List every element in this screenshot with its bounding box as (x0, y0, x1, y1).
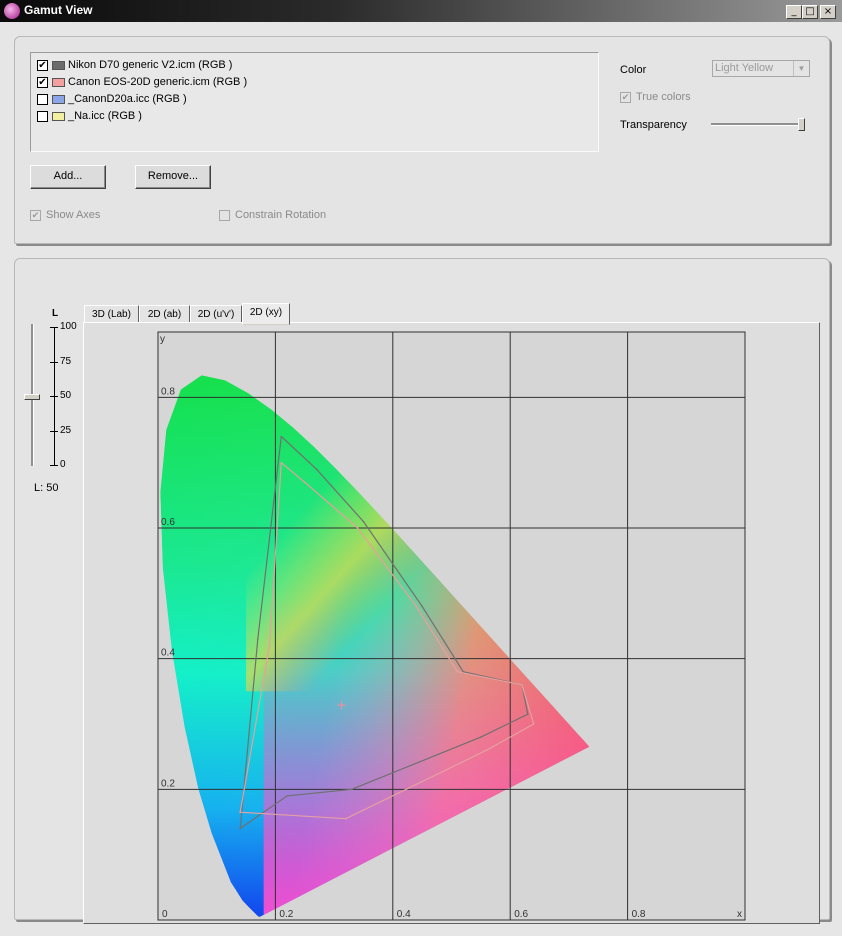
y-tick-label: 0.6 (161, 517, 175, 528)
gamut-vertex-point (456, 670, 459, 673)
profile-checkbox[interactable] (37, 110, 48, 122)
color-select-value: Light Yellow (715, 62, 774, 74)
profile-list[interactable]: ✔ Nikon D70 generic V2.icm (RGB ) ✔ Canon E… (30, 52, 599, 152)
constrain-rotation-label: Constrain Rotation (235, 209, 327, 221)
lightness-tick-label: 0 (60, 459, 66, 470)
gamut-vertex-point (315, 468, 318, 470)
gamut-vertex-point (480, 736, 482, 738)
y-tick-label: 0.4 (161, 648, 175, 659)
transparency-slider-thumb[interactable] (798, 118, 805, 131)
window-client: ✔ Nikon D70 generic V2.icm (RGB ) ✔ Canon E… (0, 22, 842, 936)
lightness-tick-label: 25 (60, 424, 72, 436)
transparency-label: Transparency (620, 119, 687, 131)
constrain-rotation-checkbox[interactable]: Constrain Rotation (219, 209, 326, 221)
plot-frame: 0 0.2 0.4 0.6 0.8 0.2 0.4 0.6 0.8 x y (83, 322, 820, 924)
gamut-vertex-point (268, 644, 271, 647)
profile-label: _Na.icc (RGB ) (68, 110, 142, 122)
y-tick-label: 0.8 (161, 386, 175, 397)
profile-color-swatch (52, 94, 65, 104)
lightness-tick (50, 327, 58, 328)
profile-color-swatch (52, 60, 65, 70)
profile-color-swatch (52, 77, 65, 87)
window-title: Gamut View (24, 3, 93, 17)
maximize-button[interactable]: □ (802, 5, 818, 19)
gamut-fill (160, 375, 590, 917)
title-bar: Gamut View _ □ × (0, 0, 842, 22)
true-colors-check-icon: ✔ (620, 91, 631, 103)
gamut-vertex-point (485, 749, 488, 751)
gamut-vertex-point (532, 723, 535, 725)
profile-list-item[interactable]: ✔ Nikon D70 generic V2.icm (RGB ) (37, 57, 232, 73)
minimize-button[interactable]: _ (786, 5, 802, 19)
profile-list-item[interactable]: ✔ Canon EOS-20D generic.icm (RGB ) (37, 74, 247, 90)
lightness-tick-label: 100 (60, 321, 77, 332)
chevron-down-icon: ▼ (793, 61, 809, 76)
gamut-vertex-point (280, 461, 283, 464)
y-tick-label: 0.2 (161, 778, 175, 789)
true-colors-checkbox[interactable]: ✔ True colors (620, 91, 691, 103)
lightness-tick (50, 361, 58, 363)
x-tick-label: 0.4 (397, 909, 411, 920)
gamut-vertex-point (303, 481, 306, 484)
profile-color-swatch (52, 111, 65, 121)
gamut-vertex-point (527, 713, 529, 715)
gamut-vertex-point (362, 520, 365, 523)
true-colors-label: True colors (636, 91, 691, 103)
lightness-tick (50, 396, 58, 397)
constrain-rotation-box-icon (219, 209, 230, 221)
xy-chromaticity-chart[interactable]: 0 0.2 0.4 0.6 0.8 0.2 0.4 0.6 0.8 x y (84, 323, 819, 923)
show-axes-label: Show Axes (46, 209, 101, 221)
x-tick-label: 0.8 (632, 909, 646, 920)
lightness-axis-label: L (52, 308, 59, 319)
lightness-tick (50, 430, 58, 432)
gamut-vertex-point (421, 605, 423, 608)
profile-checkbox[interactable]: ✔ (37, 76, 48, 88)
profile-label: Canon EOS-20D generic.icm (RGB ) (68, 76, 248, 88)
gamut-vertex-point (462, 670, 465, 673)
lightness-value: L: 50 (34, 482, 59, 494)
show-axes-check-icon: ✔ (30, 209, 41, 221)
x-tick-label: 0 (162, 909, 168, 920)
profile-checkbox[interactable]: ✔ (37, 59, 48, 71)
x-tick-label: 0.6 (514, 909, 528, 920)
profile-list-item[interactable]: _CanonD20a.icc (RGB ) (37, 91, 187, 107)
remove-button[interactable]: Remove... (135, 165, 211, 189)
transparency-slider-track[interactable] (711, 123, 805, 126)
color-select[interactable]: Light Yellow ▼ (712, 60, 810, 77)
gamut-vertex-point (239, 811, 241, 813)
gamut-vertex-point (280, 435, 283, 438)
gamut-vertex-point (521, 684, 523, 686)
gamut-vertex-point (350, 788, 353, 791)
tab-2d-xy[interactable]: 2D (xy) (242, 303, 290, 325)
lightness-tick-label: 50 (60, 390, 72, 401)
profile-list-item[interactable]: _Na.icc (RGB ) (37, 108, 142, 124)
close-button[interactable]: × (820, 5, 836, 19)
y-axis-label: y (160, 334, 165, 345)
app-icon (4, 3, 20, 19)
profile-label: _CanonD20a.icc (RGB ) (68, 93, 187, 105)
gamut-outline-series-2 (239, 462, 535, 820)
gamut-vertex-point (345, 817, 347, 820)
profile-label: Nikon D70 generic V2.icm (RGB ) (68, 59, 233, 71)
lightness-tick-label: 75 (60, 355, 72, 367)
profile-checkbox[interactable] (37, 93, 48, 105)
gamut-vertex-point (286, 795, 288, 797)
show-axes-checkbox[interactable]: ✔ Show Axes (30, 209, 100, 221)
gamut-vertex-point (239, 827, 241, 830)
gamut-vertex-point (256, 638, 259, 640)
add-button[interactable]: Add... (30, 165, 106, 189)
x-axis-label: x (737, 909, 742, 920)
gamut-vertex-point (415, 605, 418, 608)
x-tick-label: 0.2 (279, 909, 293, 920)
lightness-slider-thumb[interactable] (24, 394, 40, 400)
lightness-tick (50, 465, 58, 466)
color-label: Color (620, 64, 647, 76)
gamut-vertex-point (356, 527, 359, 529)
